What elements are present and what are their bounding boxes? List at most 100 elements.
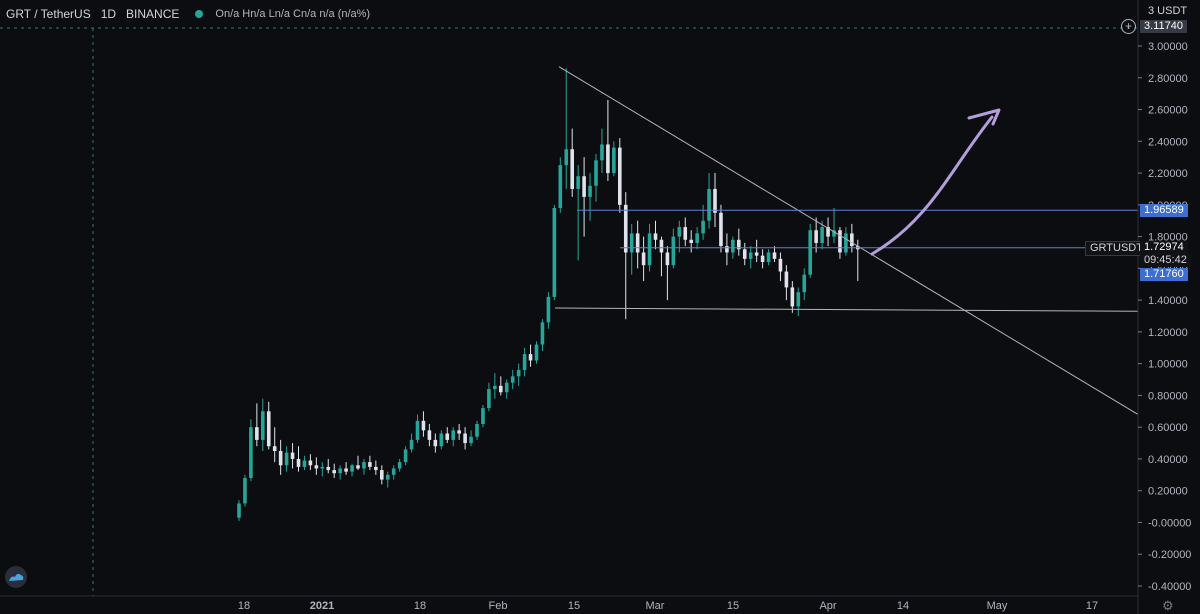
candle — [374, 460, 378, 475]
y-tick-label: 2.40000 — [1148, 136, 1188, 148]
candle-body — [582, 176, 586, 197]
candle — [284, 446, 289, 472]
support-line — [554, 307, 1139, 312]
y-tick-label: 1.00000 — [1148, 359, 1188, 371]
candle — [439, 430, 444, 450]
candle — [481, 404, 485, 428]
candle — [766, 249, 771, 266]
candle — [332, 463, 336, 478]
candle — [487, 382, 491, 412]
candle-body — [516, 370, 521, 377]
candle — [266, 401, 271, 450]
candle — [564, 68, 569, 189]
candle — [403, 446, 408, 466]
candle — [243, 474, 247, 507]
candle-body — [552, 208, 557, 297]
candle — [742, 242, 747, 266]
candle-body — [701, 220, 705, 234]
y-tick-label: -0.20000 — [1148, 549, 1191, 561]
gear-icon[interactable]: ⚙ — [1162, 598, 1174, 613]
exchange-label: BINANCE — [126, 7, 180, 21]
candle — [790, 281, 795, 313]
candle — [445, 427, 450, 444]
candle-body — [391, 468, 396, 475]
candle-body — [665, 252, 670, 266]
candle-body — [249, 427, 253, 478]
candle-body — [255, 427, 259, 440]
candle-body — [689, 239, 693, 243]
candle-body — [374, 466, 378, 471]
candle — [475, 420, 479, 440]
drawing-layer — [554, 66, 1139, 415]
candle — [296, 446, 301, 472]
candle-body — [772, 252, 777, 259]
candle — [516, 363, 521, 386]
resistance-price-tag: 1.96589 — [1140, 204, 1188, 217]
candle — [754, 239, 759, 262]
candle-body — [606, 144, 610, 174]
x-tick-label: 14 — [897, 600, 909, 612]
x-tick-label: 18 — [238, 600, 250, 612]
symbol-name[interactable]: GRT / TetherUS — [6, 7, 91, 21]
candle — [237, 500, 241, 521]
candle — [457, 424, 461, 440]
x-tick-label: 18 — [414, 600, 426, 612]
candle-body — [261, 411, 265, 440]
candle — [665, 246, 670, 301]
candle-body — [338, 468, 342, 474]
candle-body — [296, 458, 301, 467]
bar-countdown-tag: 09:45:42 — [1140, 254, 1191, 267]
candle — [618, 138, 622, 213]
candle — [278, 439, 283, 475]
candle — [713, 173, 717, 228]
candle-body — [820, 227, 824, 243]
plus-circle-icon[interactable]: + — [1121, 19, 1136, 34]
candle — [820, 220, 824, 250]
candle — [778, 252, 783, 282]
price-axis-unit: 3 USDT — [1148, 5, 1188, 17]
candle-body — [778, 258, 783, 272]
candle-body — [731, 239, 735, 253]
x-tick-label: May — [987, 600, 1008, 612]
candle-body — [600, 144, 604, 161]
candle-body — [796, 292, 801, 307]
candle-body — [576, 176, 580, 189]
candle — [255, 403, 259, 447]
y-tick-label: 0.80000 — [1148, 390, 1188, 402]
candle-body — [647, 233, 652, 266]
chart-header: GRT / TetherUS 1D BINANCE On/a Hn/a Ln/a… — [6, 5, 380, 23]
candle-body — [641, 252, 646, 266]
x-tick-label: 2021 — [310, 600, 334, 612]
tradingview-logo-icon[interactable] — [5, 566, 27, 588]
candle-body — [451, 430, 455, 440]
chart-grid — [0, 27, 1138, 596]
candle — [522, 347, 527, 377]
candle-body — [463, 433, 467, 444]
candle-body — [403, 449, 408, 463]
candle — [796, 287, 801, 316]
x-tick-label: Apr — [819, 600, 836, 612]
candle — [540, 319, 545, 351]
candle — [748, 246, 753, 269]
candle — [844, 227, 848, 256]
candle-body — [469, 436, 473, 444]
candle — [838, 227, 842, 259]
x-tick-label: 15 — [568, 600, 580, 612]
interval-label[interactable]: 1D — [100, 7, 117, 21]
candle — [600, 128, 604, 174]
x-tick-label: 15 — [727, 600, 739, 612]
candle — [546, 292, 551, 329]
y-tick-label: 3.00000 — [1148, 41, 1188, 53]
candle — [612, 141, 616, 177]
candle-body — [671, 236, 676, 266]
projection-arrow — [870, 115, 994, 256]
candle — [582, 157, 586, 237]
candle — [308, 454, 313, 471]
candle-body — [844, 233, 848, 253]
y-tick-label: -0.00000 — [1148, 517, 1191, 529]
candle-body — [826, 227, 830, 237]
candle — [641, 236, 646, 282]
candle-body — [332, 470, 336, 474]
